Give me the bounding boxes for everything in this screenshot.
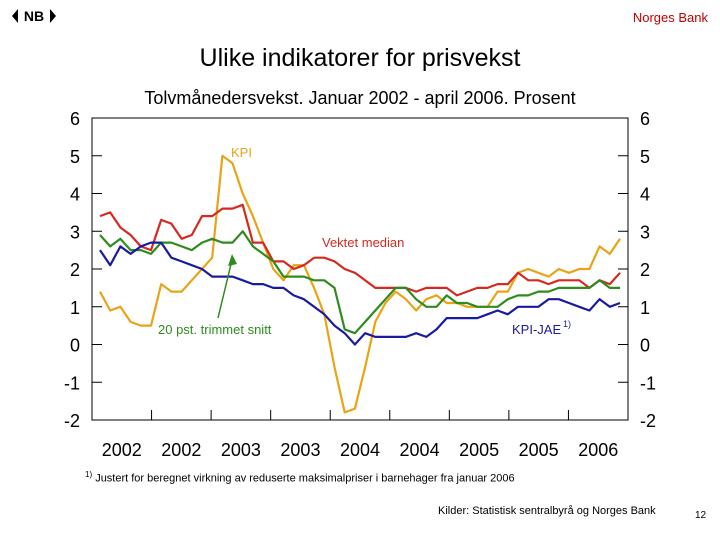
y-tick-label-left: -1: [64, 373, 80, 393]
y-tick-label-left: 6: [70, 109, 80, 129]
sources-note: Kilder: Statistisk sentralbyrå og Norges…: [438, 505, 656, 517]
y-tick-label-right: -2: [640, 411, 656, 431]
logo-mark-left: [12, 9, 18, 23]
y-tick-label-right: 2: [640, 260, 650, 280]
y-tick-label-right: 3: [640, 222, 650, 242]
y-tick-label-left: -2: [64, 411, 80, 431]
footnote-marker: 1): [85, 470, 93, 479]
x-tick-label: 2004: [400, 440, 440, 460]
x-tick-label: 2002: [161, 440, 201, 460]
x-tick-label: 2002: [102, 440, 142, 460]
chart-subtitle: Tolvmånedersvekst. Januar 2002 - april 2…: [144, 88, 576, 108]
logo-mark-right: [50, 9, 56, 23]
x-tick-label: 2003: [280, 440, 320, 460]
x-tick-label: 2004: [340, 440, 380, 460]
page-title: Ulike indikatorer for prisvekst: [199, 44, 521, 72]
y-tick-label-left: 5: [70, 147, 80, 167]
series-line-trimmed: [99, 230, 620, 335]
annotation-arrow-line: [217, 259, 233, 319]
x-tick-label: 2003: [221, 440, 261, 460]
plot-frame: [91, 117, 629, 421]
annotation-kpi-jae: KPI-JAE: [512, 322, 561, 337]
y-tick-label-right: 4: [640, 185, 650, 205]
y-tick-label-right: 6: [640, 109, 650, 129]
y-tick-label-left: 0: [70, 336, 80, 356]
y-tick-label-left: 4: [70, 185, 80, 205]
y-tick-label-right: 0: [640, 336, 650, 356]
series-line-median: [99, 203, 621, 297]
logo-text: NB: [24, 8, 44, 24]
norges-bank-logo: NB: [12, 8, 56, 24]
page-number: 12: [695, 510, 707, 521]
x-tick-label: 2006: [578, 440, 618, 460]
org-name: Norges Bank: [632, 10, 708, 25]
y-tick-label-left: 1: [70, 298, 80, 318]
x-tick-label: 2005: [519, 440, 559, 460]
annotation-arrow-head: [228, 254, 237, 266]
series-line-kpi_jae: [99, 241, 621, 346]
annotation-kpi-jae-superscript: 1): [563, 319, 571, 329]
series-line-kpi: [99, 154, 621, 414]
footnote: 1) Justert for beregnet virkning av redu…: [85, 470, 515, 485]
annotation-median: Vektet median: [322, 235, 404, 250]
annotation-kpi: KPI: [231, 145, 252, 160]
y-tick-label-right: 5: [640, 147, 650, 167]
y-tick-label-right: 1: [640, 298, 650, 318]
y-tick-label-left: 2: [70, 260, 80, 280]
y-tick-label-right: -1: [640, 373, 656, 393]
annotation-trimmed: 20 pst. trimmet snitt: [158, 322, 272, 337]
y-tick-label-left: 3: [70, 222, 80, 242]
x-tick-label: 2005: [459, 440, 499, 460]
footnote-text: Justert for beregnet virkning av reduser…: [95, 472, 515, 485]
